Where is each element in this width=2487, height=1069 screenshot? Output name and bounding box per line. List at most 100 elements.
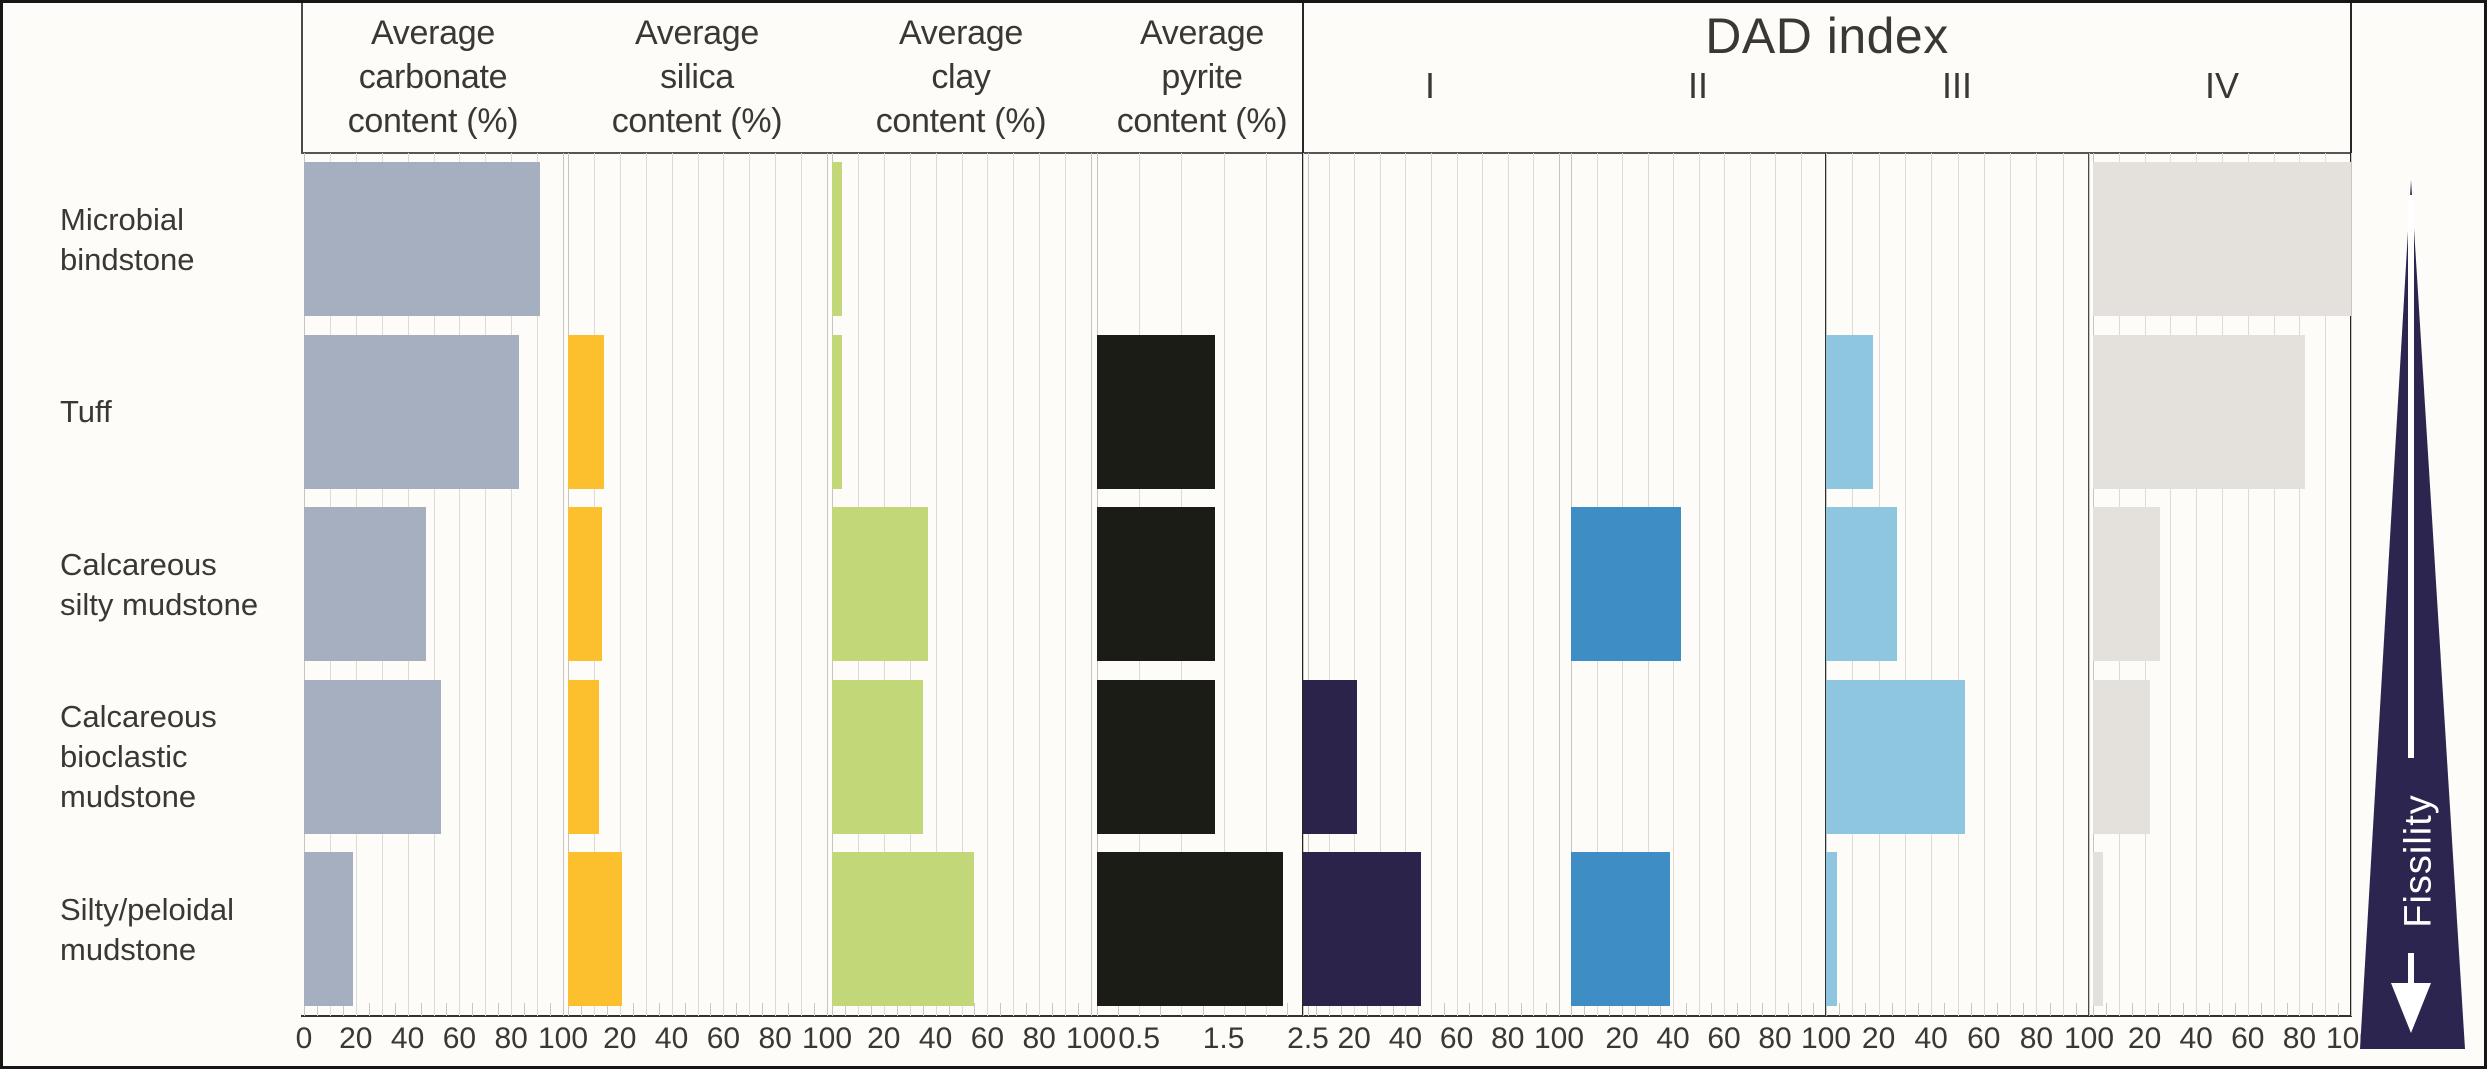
gridline-clay bbox=[1039, 153, 1041, 1016]
gridline-clay bbox=[1065, 153, 1067, 1016]
gridline-dad1 bbox=[1379, 153, 1381, 1016]
minor-tick-dad2 bbox=[1787, 1003, 1789, 1016]
minor-tick-dad1 bbox=[1315, 1003, 1317, 1016]
minor-tick-carbonate bbox=[550, 1003, 552, 1016]
axis-tick-pyrite-1.5: 1.5 bbox=[1202, 1022, 1245, 1055]
gridline-silica bbox=[801, 153, 803, 1016]
gridline-dad3 bbox=[1904, 153, 1906, 1016]
axis-tick-dad2-20: 20 bbox=[1605, 1022, 1639, 1055]
minor-tick-carbonate bbox=[498, 1003, 500, 1016]
minor-tick-dad1 bbox=[1546, 1003, 1548, 1016]
fissility-arrowhead-icon bbox=[2391, 983, 2431, 1033]
axis-tick-dad1-40: 40 bbox=[1388, 1022, 1423, 1055]
fissility-arrow-graphic bbox=[2360, 180, 2465, 1049]
bar-dad1-row4 bbox=[1303, 679, 1357, 834]
minor-tick-carbonate bbox=[446, 1003, 448, 1016]
bar-carbonate-row3 bbox=[304, 507, 426, 662]
axis-tick-dad4-80: 80 bbox=[2282, 1022, 2317, 1055]
minor-tick-dad4 bbox=[2157, 1003, 2159, 1016]
gridline-dad4 bbox=[2222, 153, 2223, 1016]
gridline-dad1 bbox=[1456, 153, 1458, 1016]
minor-tick-dad4 bbox=[2260, 1003, 2262, 1016]
minor-tick-silica bbox=[788, 1003, 790, 1016]
bar-carbonate-row5 bbox=[304, 852, 354, 1007]
minor-tick-carbonate bbox=[316, 1003, 318, 1016]
gridline-dad4 bbox=[2325, 153, 2327, 1016]
gridline-carbonate bbox=[511, 153, 513, 1016]
minor-tick-carbonate bbox=[342, 1003, 344, 1016]
dad-numeral-iv: IV bbox=[2204, 65, 2240, 106]
minor-tick-dad1 bbox=[1367, 1003, 1368, 1016]
bar-dad4-row1 bbox=[2093, 162, 2351, 316]
minor-tick-silica bbox=[580, 1003, 582, 1016]
gridline-clay bbox=[1013, 153, 1015, 1016]
bar-dad4-row4 bbox=[2093, 679, 2150, 834]
minor-tick-dad2 bbox=[1660, 1003, 1662, 1016]
gridline-dad3 bbox=[2089, 153, 2090, 1016]
gridline-dad4 bbox=[2196, 153, 2198, 1016]
gridline-dad3 bbox=[2036, 153, 2038, 1016]
minor-tick-dad4 bbox=[2234, 1003, 2236, 1016]
gridline-silica bbox=[827, 153, 828, 1016]
minor-tick-carbonate bbox=[472, 1003, 474, 1016]
minor-tick-dad3 bbox=[1944, 1003, 1946, 1016]
minor-tick-pyrite bbox=[1118, 1003, 1120, 1016]
gridline-dad4 bbox=[2247, 153, 2249, 1016]
bar-pyrite-row5 bbox=[1097, 852, 1283, 1007]
column-title-clay: Average clay content (%) bbox=[875, 14, 1047, 141]
dad-numeral-iii: III bbox=[1941, 65, 1973, 106]
minor-tick-clay bbox=[1078, 1003, 1080, 1016]
minor-tick-silica bbox=[684, 1003, 686, 1016]
minor-tick-silica bbox=[658, 1003, 660, 1016]
bar-pyrite-row2 bbox=[1097, 334, 1216, 489]
bar-clay-row4 bbox=[832, 679, 923, 834]
axis-tick-dad3-40: 40 bbox=[1914, 1022, 1948, 1055]
gridline-carbonate bbox=[485, 153, 487, 1016]
gridline-carbonate bbox=[459, 153, 461, 1016]
bar-dad3-row3 bbox=[1826, 507, 1897, 662]
bar-carbonate-row2 bbox=[304, 334, 519, 489]
minor-tick-dad2 bbox=[1736, 1003, 1738, 1016]
gridline-dad1 bbox=[1303, 153, 1304, 1016]
row-label-microbial-bindstone: Microbial bindstone bbox=[60, 201, 195, 277]
gridline-silica bbox=[723, 153, 725, 1016]
axis-tick-dad2-60: 60 bbox=[1707, 1022, 1741, 1055]
dad-index-title: DAD index bbox=[1705, 8, 1949, 64]
bar-pyrite-row4 bbox=[1097, 679, 1216, 834]
minor-tick-dad3 bbox=[1996, 1003, 1998, 1016]
axis-tick-dad4-40: 40 bbox=[2179, 1022, 2213, 1055]
axis-tick-silica-20: 20 bbox=[603, 1022, 637, 1055]
minor-tick-dad2 bbox=[1711, 1003, 1713, 1016]
minor-tick-dad3 bbox=[2075, 1003, 2077, 1016]
gridline-dad4 bbox=[2351, 153, 2352, 1016]
axis-tick-clay-80: 80 bbox=[1022, 1022, 1056, 1055]
minor-tick-dad3 bbox=[1839, 1003, 1841, 1016]
bar-dad3-row5 bbox=[1826, 852, 1837, 1007]
minor-tick-dad3 bbox=[2049, 1003, 2051, 1016]
gridline-pyrite bbox=[1265, 153, 1267, 1016]
axis-tick-silica-40: 40 bbox=[654, 1022, 689, 1055]
minor-tick-dad3 bbox=[1865, 1003, 1867, 1016]
bar-clay-row5 bbox=[832, 852, 975, 1007]
minor-tick-dad2 bbox=[1813, 1003, 1815, 1016]
minor-tick-dad4 bbox=[2131, 1003, 2133, 1016]
minor-tick-dad2 bbox=[1685, 1003, 1687, 1016]
minor-tick-carbonate bbox=[394, 1003, 396, 1016]
axis-tick-pyrite-2.5: 2.5 bbox=[1287, 1022, 1329, 1055]
fissility-label: Fissility bbox=[2397, 794, 2440, 928]
gridline-dad4 bbox=[2170, 153, 2172, 1016]
axis-tick-pyrite-0.5: 0.5 bbox=[1118, 1022, 1161, 1055]
gridline-dad3 bbox=[1957, 153, 1959, 1016]
minor-tick-clay bbox=[1000, 1003, 1002, 1016]
minor-tick-clay bbox=[922, 1003, 924, 1016]
axis-tick-carbonate-20: 20 bbox=[339, 1022, 373, 1055]
gridline-dad2 bbox=[1698, 153, 1700, 1016]
gridline-clay bbox=[1091, 153, 1092, 1016]
minor-tick-dad3 bbox=[1918, 1003, 1920, 1016]
gridline-carbonate bbox=[433, 153, 435, 1016]
fissility-arrow-shaft-lower bbox=[2408, 953, 2414, 985]
axis-tick-silica-60: 60 bbox=[706, 1022, 741, 1055]
minor-tick-pyrite bbox=[1244, 1003, 1246, 1016]
minor-tick-dad3 bbox=[1891, 1003, 1893, 1016]
